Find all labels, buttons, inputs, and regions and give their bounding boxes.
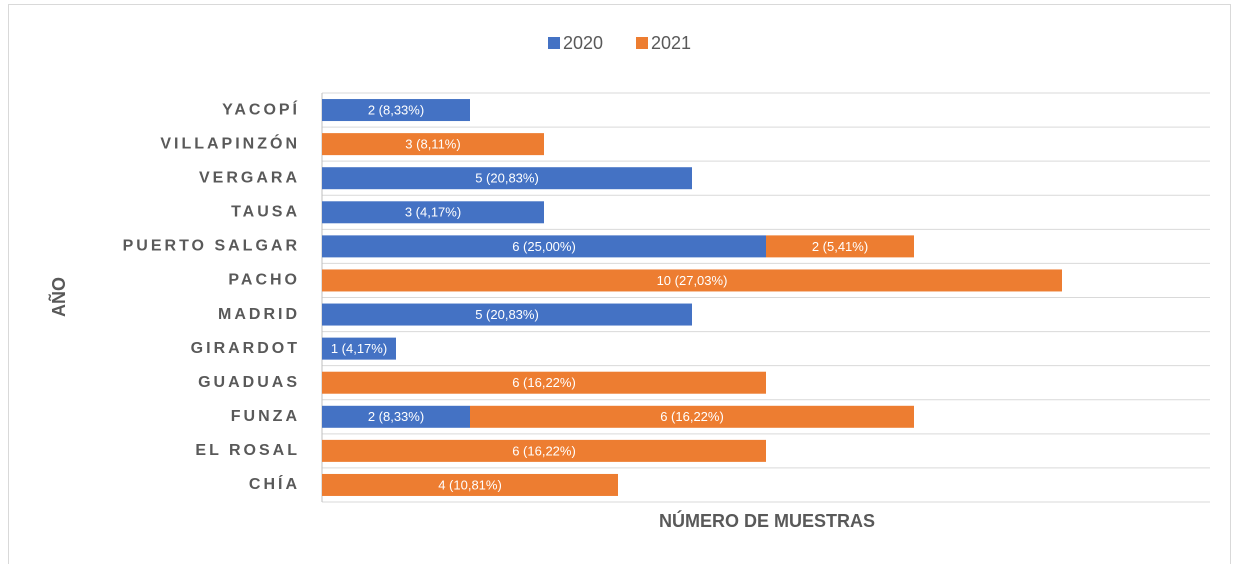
bar-label: 5 (20,83%) (475, 307, 539, 322)
bar-label: 10 (27,03%) (657, 273, 728, 288)
y-tick-label: PACHO (228, 272, 300, 289)
y-tick-label: GIRARDOT (191, 340, 300, 357)
bar (322, 201, 544, 224)
y-tick-label: TAUSA (231, 204, 300, 221)
y-tick-label: VERGARA (199, 169, 300, 186)
bar (322, 371, 766, 394)
bar-label: 3 (4,17%) (405, 205, 461, 220)
bar-label: 5 (20,83%) (475, 171, 539, 186)
bar-label: 6 (16,22%) (512, 375, 576, 390)
bar (322, 405, 470, 428)
bar (322, 269, 1062, 292)
y-tick-label: CHÍA (249, 474, 300, 493)
y-tick-label: EL ROSAL (195, 442, 300, 459)
bar (322, 99, 470, 122)
x-axis-title: NÚMERO DE MUESTRAS (659, 510, 875, 531)
y-tick-label: GUADUAS (198, 374, 300, 391)
bar-label: 6 (25,00%) (512, 239, 576, 254)
legend-label: 2020 (563, 33, 603, 53)
bar (322, 133, 544, 156)
bar-label: 1 (4,17%) (331, 341, 387, 356)
legend-label: 2021 (651, 33, 691, 53)
y-axis-title: AÑO (48, 277, 69, 317)
bar (322, 439, 766, 462)
bar-label: 6 (16,22%) (660, 409, 724, 424)
bar (322, 235, 766, 258)
bar-label: 2 (5,41%) (812, 239, 868, 254)
bar (470, 405, 914, 428)
y-tick-label: MADRID (218, 306, 300, 323)
bar (322, 473, 618, 496)
bar-label: 2 (8,33%) (368, 409, 424, 424)
bar-label: 2 (8,33%) (368, 102, 424, 117)
legend-swatch (548, 37, 560, 49)
y-tick-label: FUNZA (231, 408, 300, 425)
legend-swatch (636, 37, 648, 49)
bar (322, 337, 396, 360)
y-tick-label: VILLAPINZÓN (160, 133, 300, 152)
bar (322, 167, 692, 190)
bar-label: 4 (10,81%) (438, 477, 502, 492)
bar (766, 235, 914, 258)
bar-label: 3 (8,11%) (405, 137, 460, 152)
bar-label: 6 (16,22%) (512, 443, 576, 458)
bar (322, 303, 692, 326)
y-tick-label: YACOPÍ (222, 99, 300, 118)
y-tick-label: PUERTO SALGAR (123, 238, 300, 255)
